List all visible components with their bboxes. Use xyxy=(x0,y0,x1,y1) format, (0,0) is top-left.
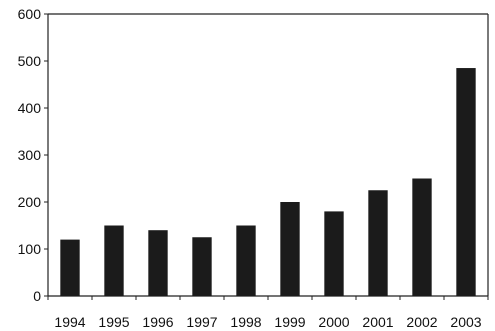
x-axis: 1994 1995 1996 1997 1998 1999 2000 2001 2002 2003 xyxy=(47,295,489,330)
y-tick-label: 200 xyxy=(18,194,42,210)
plot-frame xyxy=(48,13,489,296)
bar-1996 xyxy=(148,230,168,296)
bar-2000 xyxy=(324,211,344,296)
bar-1997 xyxy=(192,237,212,296)
bar-2002 xyxy=(412,178,432,296)
x-tick-label: 2003 xyxy=(450,314,481,330)
bar-1998 xyxy=(236,225,256,296)
x-tick-label: 1995 xyxy=(98,314,129,330)
y-tick-label: 400 xyxy=(18,100,42,116)
x-tick-label: 1996 xyxy=(142,314,173,330)
y-tick-label: 300 xyxy=(18,147,42,163)
x-tick-label: 1999 xyxy=(274,314,305,330)
bars xyxy=(60,68,476,296)
y-tick-label: 600 xyxy=(18,6,42,22)
bar-2001 xyxy=(368,190,388,296)
y-tick-label: 100 xyxy=(18,241,42,257)
x-tick-label: 1998 xyxy=(230,314,261,330)
x-tick-label: 2001 xyxy=(362,314,393,330)
x-tick-label: 2002 xyxy=(406,314,437,330)
bar-1995 xyxy=(104,225,124,296)
x-tick-label: 1997 xyxy=(186,314,217,330)
y-axis: 0 100 200 300 400 500 600 xyxy=(18,6,49,304)
bar-1994 xyxy=(60,239,80,296)
bar-2003 xyxy=(456,68,476,296)
y-tick-label: 0 xyxy=(33,288,41,304)
x-tick-label: 1994 xyxy=(54,314,85,330)
bar-1999 xyxy=(280,202,300,296)
y-tick-label: 500 xyxy=(18,53,42,69)
x-tick-label: 2000 xyxy=(318,314,349,330)
